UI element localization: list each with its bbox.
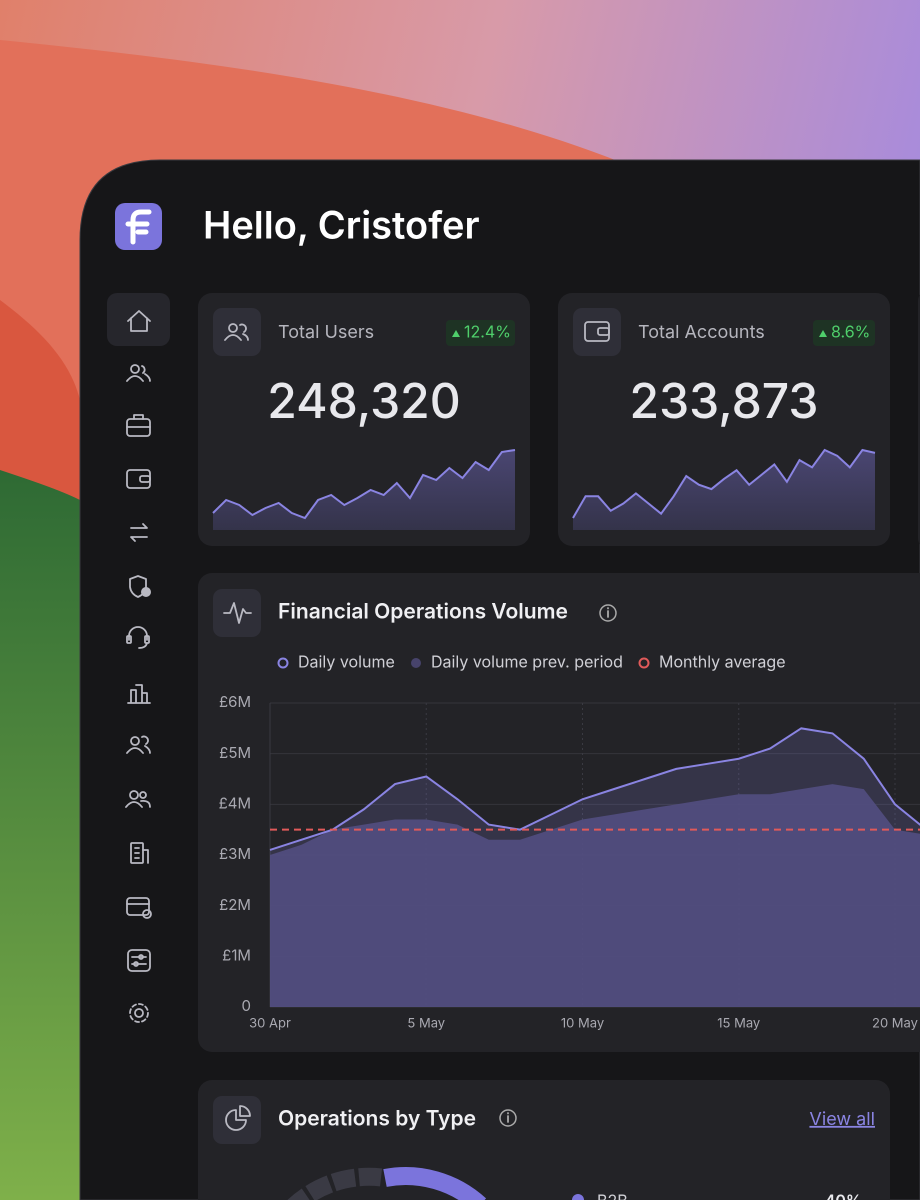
y-tick-label: £6M xyxy=(219,692,251,711)
legend-swatch xyxy=(277,657,289,669)
legend-swatch xyxy=(638,657,650,669)
legend-label: Monthly average xyxy=(659,651,786,671)
view-all-link[interactable]: View all xyxy=(809,1109,875,1130)
info-icon[interactable] xyxy=(599,604,617,622)
card-change: 12.4% xyxy=(464,321,511,341)
nav-groups[interactable] xyxy=(126,735,151,754)
daily-volume-area xyxy=(270,728,920,1007)
nav-support[interactable] xyxy=(126,626,150,649)
operations-panel: Operations by Type View all B2B 40% xyxy=(198,1080,890,1200)
nav-settings-list[interactable] xyxy=(127,949,151,972)
sidebar xyxy=(107,293,170,1023)
nav-settings[interactable] xyxy=(129,1003,149,1023)
nav-security[interactable] xyxy=(129,575,151,598)
card-value: 233,873 xyxy=(629,371,818,430)
x-tick-label: 15 May xyxy=(717,1016,760,1032)
nav-transfer[interactable] xyxy=(130,523,148,542)
x-tick-label: 20 May xyxy=(872,1016,918,1032)
logo xyxy=(115,203,162,250)
greeting: Hello, Cristofer xyxy=(203,202,480,248)
volume-panel: Financial Operations Volume Daily volume… xyxy=(198,573,920,1052)
card-value: 248,320 xyxy=(267,371,460,430)
nav-buildings[interactable] xyxy=(130,842,149,864)
legend-swatch xyxy=(411,658,421,668)
donut-segment xyxy=(383,1167,487,1200)
legend-share: 40% xyxy=(825,1190,862,1200)
sparkline xyxy=(212,449,516,520)
y-tick-label: £3M xyxy=(219,844,251,863)
y-tick-label: £4M xyxy=(219,793,251,812)
sparkline xyxy=(572,448,876,519)
y-tick-label: £5M xyxy=(219,743,251,762)
section-title: Operations by Type xyxy=(278,1107,476,1132)
y-tick-label: 0 xyxy=(242,996,251,1015)
prev-period-area xyxy=(270,784,920,1007)
donut-segment xyxy=(287,1167,387,1200)
chart-title: Financial Operations Volume xyxy=(278,600,568,625)
nav-cards[interactable] xyxy=(126,897,152,919)
nav-active-bg xyxy=(107,293,170,346)
chart: 0 £1M £2M £3M £4M £5M £6M 30 Apr 5 May 10 May 15 M… xyxy=(219,692,920,1032)
x-tick-label: 5 May xyxy=(407,1016,445,1032)
nav-home[interactable] xyxy=(127,310,151,332)
nav-wallet[interactable] xyxy=(126,469,151,489)
card-title: Total Accounts xyxy=(638,322,765,343)
y-tick-label: £2M xyxy=(219,895,251,914)
legend-label: Daily volume xyxy=(298,651,395,671)
legend-swatch xyxy=(572,1194,584,1200)
y-tick-label: £1M xyxy=(222,945,251,964)
x-tick-label: 10 May xyxy=(561,1016,604,1032)
sparkline-area xyxy=(573,450,875,530)
sparkline-area xyxy=(213,450,515,530)
info-icon[interactable] xyxy=(499,1109,517,1127)
card-change: 8.6% xyxy=(831,321,870,341)
nav-stats[interactable] xyxy=(127,684,151,704)
nav-briefcase[interactable] xyxy=(126,414,151,437)
x-tick-label: 30 Apr xyxy=(249,1016,291,1032)
card-title: Total Users xyxy=(278,322,374,343)
legend-label: Daily volume prev. period xyxy=(431,651,623,671)
nav-teams[interactable] xyxy=(125,790,151,808)
nav-users[interactable] xyxy=(126,364,151,382)
daily-volume-line xyxy=(269,727,920,851)
legend-label: B2B xyxy=(597,1190,628,1200)
